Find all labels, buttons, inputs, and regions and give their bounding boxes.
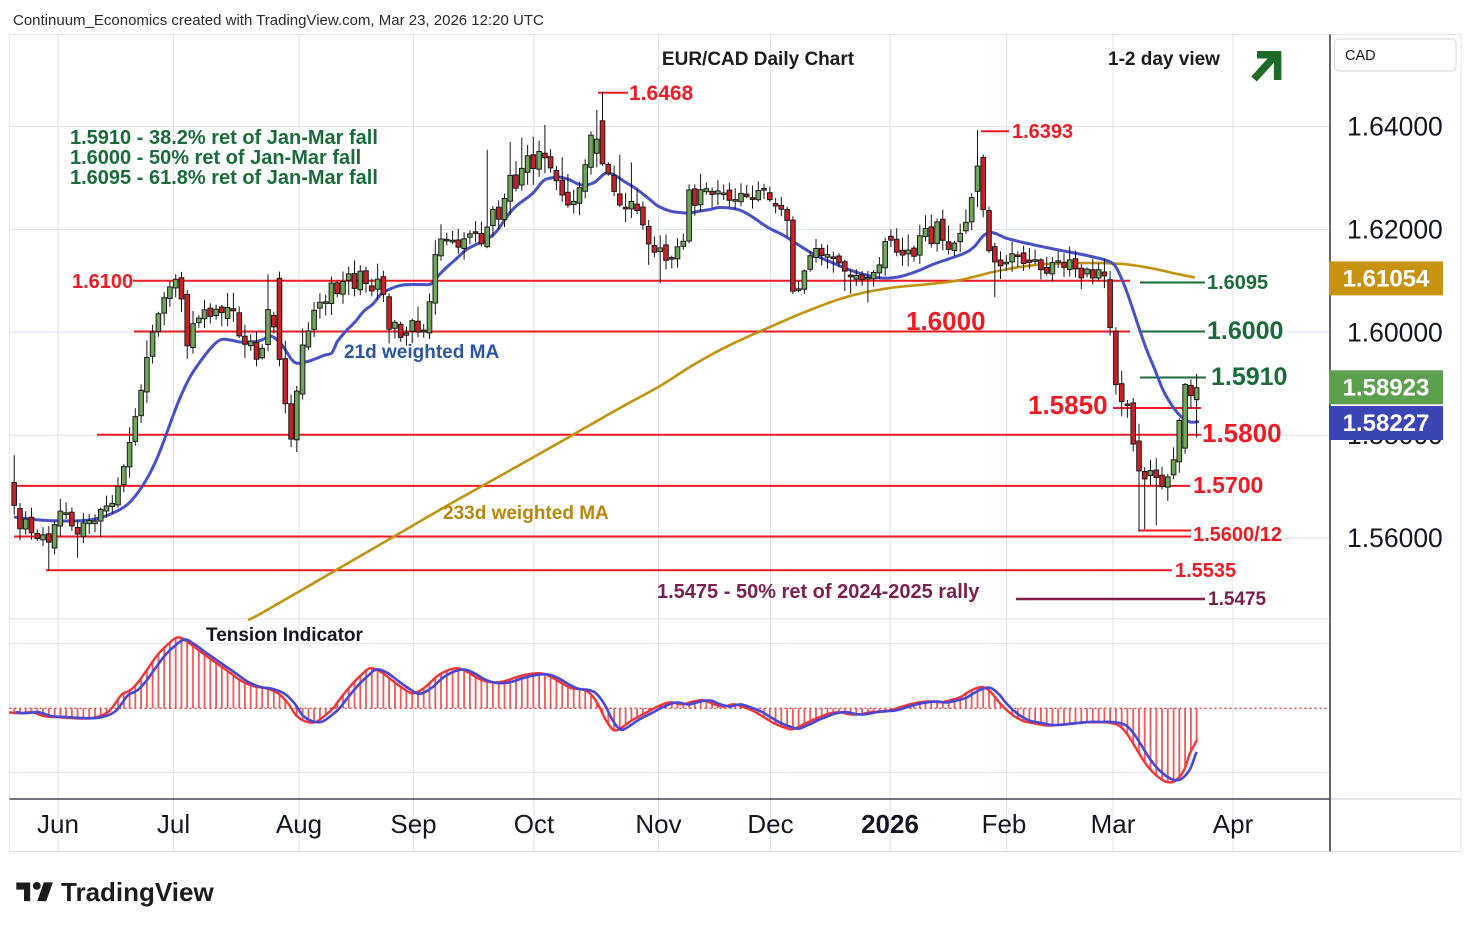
svg-text:TradingView: TradingView — [61, 877, 214, 907]
svg-text:1.58923: 1.58923 — [1343, 374, 1430, 401]
svg-text:Mar: Mar — [1091, 809, 1136, 839]
svg-text:Jul: Jul — [157, 809, 190, 839]
svg-text:1.62000: 1.62000 — [1347, 214, 1443, 244]
svg-text:1.5700: 1.5700 — [1193, 472, 1263, 498]
svg-text:Feb: Feb — [982, 809, 1027, 839]
svg-text:CAD: CAD — [1345, 48, 1376, 64]
svg-text:Sep: Sep — [390, 809, 436, 839]
svg-text:1.6000: 1.6000 — [906, 306, 986, 336]
svg-text:21d weighted MA: 21d weighted MA — [344, 342, 499, 363]
svg-text:1.5600/12: 1.5600/12 — [1193, 524, 1282, 546]
svg-text:EUR/CAD Daily Chart: EUR/CAD Daily Chart — [662, 49, 855, 70]
svg-text:Nov: Nov — [635, 809, 681, 839]
svg-text:1.5535: 1.5535 — [1175, 560, 1236, 582]
svg-text:1.58227: 1.58227 — [1343, 410, 1430, 437]
svg-text:Tension Indicator: Tension Indicator — [206, 625, 364, 646]
svg-text:1.56000: 1.56000 — [1347, 523, 1443, 553]
svg-text:Apr: Apr — [1213, 809, 1254, 839]
svg-text:1.5475: 1.5475 — [1208, 589, 1267, 610]
svg-text:1.6100: 1.6100 — [72, 271, 133, 293]
svg-text:1.6000: 1.6000 — [1207, 317, 1283, 345]
svg-text:1.64000: 1.64000 — [1347, 112, 1443, 142]
svg-text:1.5475 - 50% ret of 2024-2025: 1.5475 - 50% ret of 2024-2025 rally — [657, 581, 980, 603]
svg-text:1.6393: 1.6393 — [1012, 121, 1073, 143]
svg-text:1.6000 - 50% ret of Jan-Mar fa: 1.6000 - 50% ret of Jan-Mar fall — [70, 147, 361, 169]
svg-text:Oct: Oct — [514, 809, 555, 839]
svg-text:1.5910: 1.5910 — [1211, 363, 1287, 391]
svg-text:1.6468: 1.6468 — [629, 82, 694, 105]
svg-text:1.61054: 1.61054 — [1343, 265, 1430, 292]
svg-text:1.60000: 1.60000 — [1347, 317, 1443, 347]
svg-text:Dec: Dec — [747, 809, 793, 839]
svg-text:1.6095 - 61.8% ret of Jan-Mar: 1.6095 - 61.8% ret of Jan-Mar fall — [70, 167, 378, 189]
svg-text:233d weighted MA: 233d weighted MA — [443, 503, 609, 524]
svg-text:1-2 day view: 1-2 day view — [1108, 49, 1220, 70]
svg-text:2026: 2026 — [861, 809, 919, 839]
svg-text:1.5910 - 38.2% ret of Jan-Mar: 1.5910 - 38.2% ret of Jan-Mar fall — [70, 127, 378, 149]
svg-text:Aug: Aug — [276, 809, 322, 839]
svg-text:1.5800: 1.5800 — [1202, 418, 1282, 448]
svg-text:Jun: Jun — [37, 809, 79, 839]
svg-text:1.5850: 1.5850 — [1028, 390, 1108, 420]
svg-text:1.6095: 1.6095 — [1207, 272, 1268, 294]
svg-text:Continuum_Economics created wi: Continuum_Economics created with Trading… — [13, 12, 544, 29]
